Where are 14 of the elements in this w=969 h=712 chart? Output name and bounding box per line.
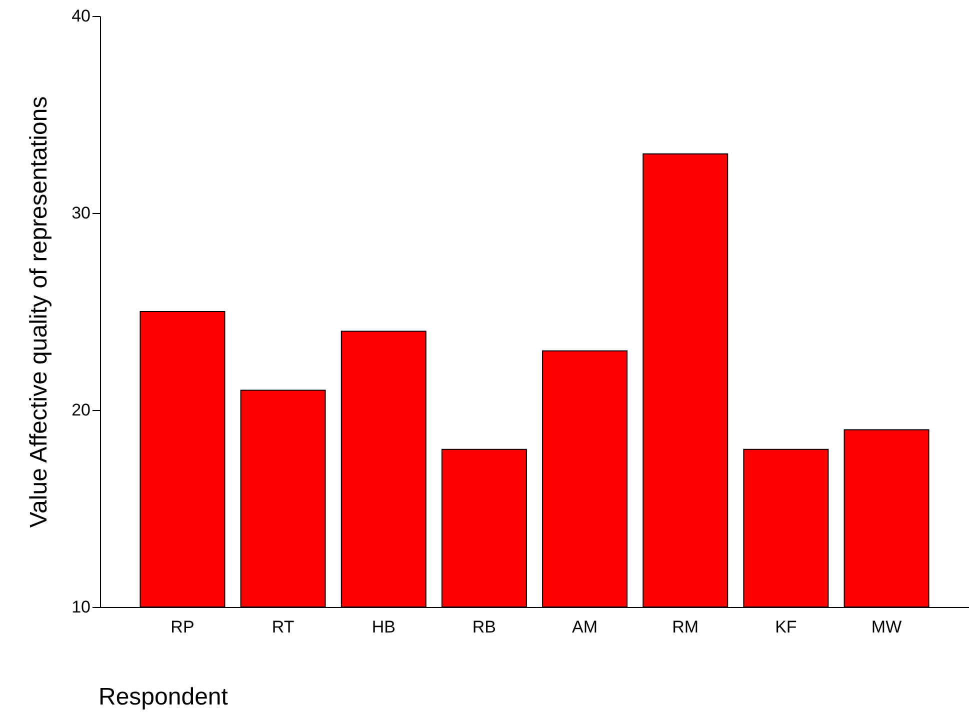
- y-axis-title: Value Affective quality of representations: [26, 96, 53, 528]
- x-tick-label: RP: [170, 618, 194, 636]
- x-tick-label: RM: [672, 618, 699, 636]
- x-tick-label: RT: [272, 618, 294, 636]
- x-tick-label: RB: [472, 618, 496, 636]
- x-axis-title: Respondent: [98, 684, 228, 710]
- y-tick-label: 30: [72, 204, 90, 222]
- y-tick-label: 40: [72, 6, 90, 26]
- x-tick-label: HB: [372, 618, 396, 636]
- x-tick-label: KF: [775, 618, 797, 636]
- y-tick-label: 10: [72, 598, 90, 616]
- x-tick-label: MW: [871, 618, 902, 636]
- x-tick-label: AM: [572, 618, 598, 636]
- y-tick-label: 20: [72, 400, 90, 420]
